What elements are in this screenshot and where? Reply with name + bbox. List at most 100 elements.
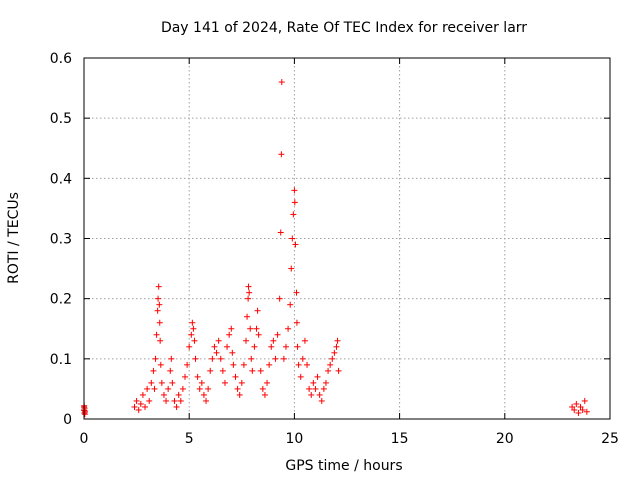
data-point: [226, 331, 233, 338]
data-point: [246, 289, 253, 296]
data-point: [189, 319, 196, 326]
data-point: [334, 337, 341, 344]
data-point: [154, 307, 161, 314]
data-point: [213, 349, 220, 356]
data-point: [157, 361, 164, 368]
data-point: [291, 187, 298, 194]
y-tick-label: 0: [63, 412, 72, 428]
data-point: [266, 361, 273, 368]
data-point: [254, 307, 261, 314]
data-point: [175, 391, 182, 398]
data-point: [173, 403, 180, 410]
data-point: [335, 367, 342, 374]
data-point: [333, 343, 340, 350]
y-tick-label: 0.5: [50, 111, 72, 127]
data-point: [569, 403, 576, 410]
data-point: [320, 385, 327, 392]
data-point: [264, 379, 271, 386]
data-point: [153, 331, 160, 338]
data-point: [171, 397, 178, 404]
data-point: [179, 385, 186, 392]
data-point: [290, 211, 297, 218]
grid-layer: [84, 58, 610, 419]
data-point: [253, 325, 260, 332]
y-tick-label: 0.6: [50, 51, 72, 67]
data-point: [247, 325, 254, 332]
data-point: [190, 325, 197, 332]
data-point: [573, 400, 580, 407]
data-point: [131, 403, 138, 410]
data-point: [259, 385, 266, 392]
data-point: [293, 319, 300, 326]
data-point: [135, 406, 142, 413]
data-point: [325, 367, 332, 374]
x-axis-label: GPS time / hours: [285, 458, 402, 474]
x-tick-label: 0: [80, 431, 89, 447]
data-point: [293, 289, 300, 296]
data-point: [282, 343, 289, 350]
data-point: [192, 355, 199, 362]
data-point: [245, 283, 252, 290]
data-point: [177, 397, 184, 404]
data-point: [304, 361, 311, 368]
data-point: [205, 385, 212, 392]
data-point: [146, 397, 153, 404]
data-point: [257, 367, 264, 374]
y-tick-label: 0.2: [50, 292, 72, 308]
data-point: [575, 409, 582, 416]
data-point: [142, 403, 149, 410]
data-point: [181, 373, 188, 380]
data-point: [249, 367, 256, 374]
data-point: [243, 337, 250, 344]
data-point: [287, 301, 294, 308]
data-point: [221, 379, 228, 386]
data-point: [280, 355, 287, 362]
data-point: [579, 406, 586, 413]
data-point: [232, 373, 239, 380]
data-point: [228, 325, 235, 332]
x-tick-label: 15: [391, 431, 409, 447]
data-point: [156, 319, 163, 326]
data-point: [312, 385, 319, 392]
data-point: [289, 235, 296, 242]
x-tick-label: 20: [496, 431, 514, 447]
data-point: [314, 373, 321, 380]
data-point: [278, 151, 285, 158]
data-point: [191, 337, 198, 344]
data-point: [186, 343, 193, 350]
data-point: [211, 343, 218, 350]
data-point: [270, 337, 277, 344]
data-point: [148, 379, 155, 386]
data-point: [198, 379, 205, 386]
data-point: [583, 408, 590, 415]
y-tick-label: 0.3: [50, 232, 72, 248]
data-point: [276, 295, 283, 302]
data-point: [251, 343, 258, 350]
data-point: [306, 385, 313, 392]
data-point: [277, 229, 284, 236]
data-point: [219, 367, 226, 374]
data-point: [299, 355, 306, 362]
data-point: [308, 391, 315, 398]
data-point: [301, 337, 308, 344]
chart-title: Day 141 of 2024, Rate Of TEC Index for r…: [161, 20, 527, 36]
x-tick-label: 5: [185, 431, 194, 447]
data-point: [244, 313, 251, 320]
data-point: [224, 343, 231, 350]
data-point: [577, 403, 584, 410]
data-point: [297, 373, 304, 380]
data-point: [571, 406, 578, 413]
data-point: [169, 379, 176, 386]
data-point: [234, 385, 241, 392]
data-point: [274, 331, 281, 338]
data-point: [240, 361, 247, 368]
data-point: [331, 349, 338, 356]
data-point: [310, 379, 317, 386]
axis-ticks: 0 5 10 15 20 25 0 0.1 0.2 0.3 0.4 0.5 0.6: [50, 51, 619, 447]
data-point: [151, 385, 158, 392]
data-point: [236, 391, 243, 398]
data-point: [165, 385, 172, 392]
data-point: [294, 343, 301, 350]
data-point: [152, 355, 159, 362]
data-point: [327, 361, 334, 368]
